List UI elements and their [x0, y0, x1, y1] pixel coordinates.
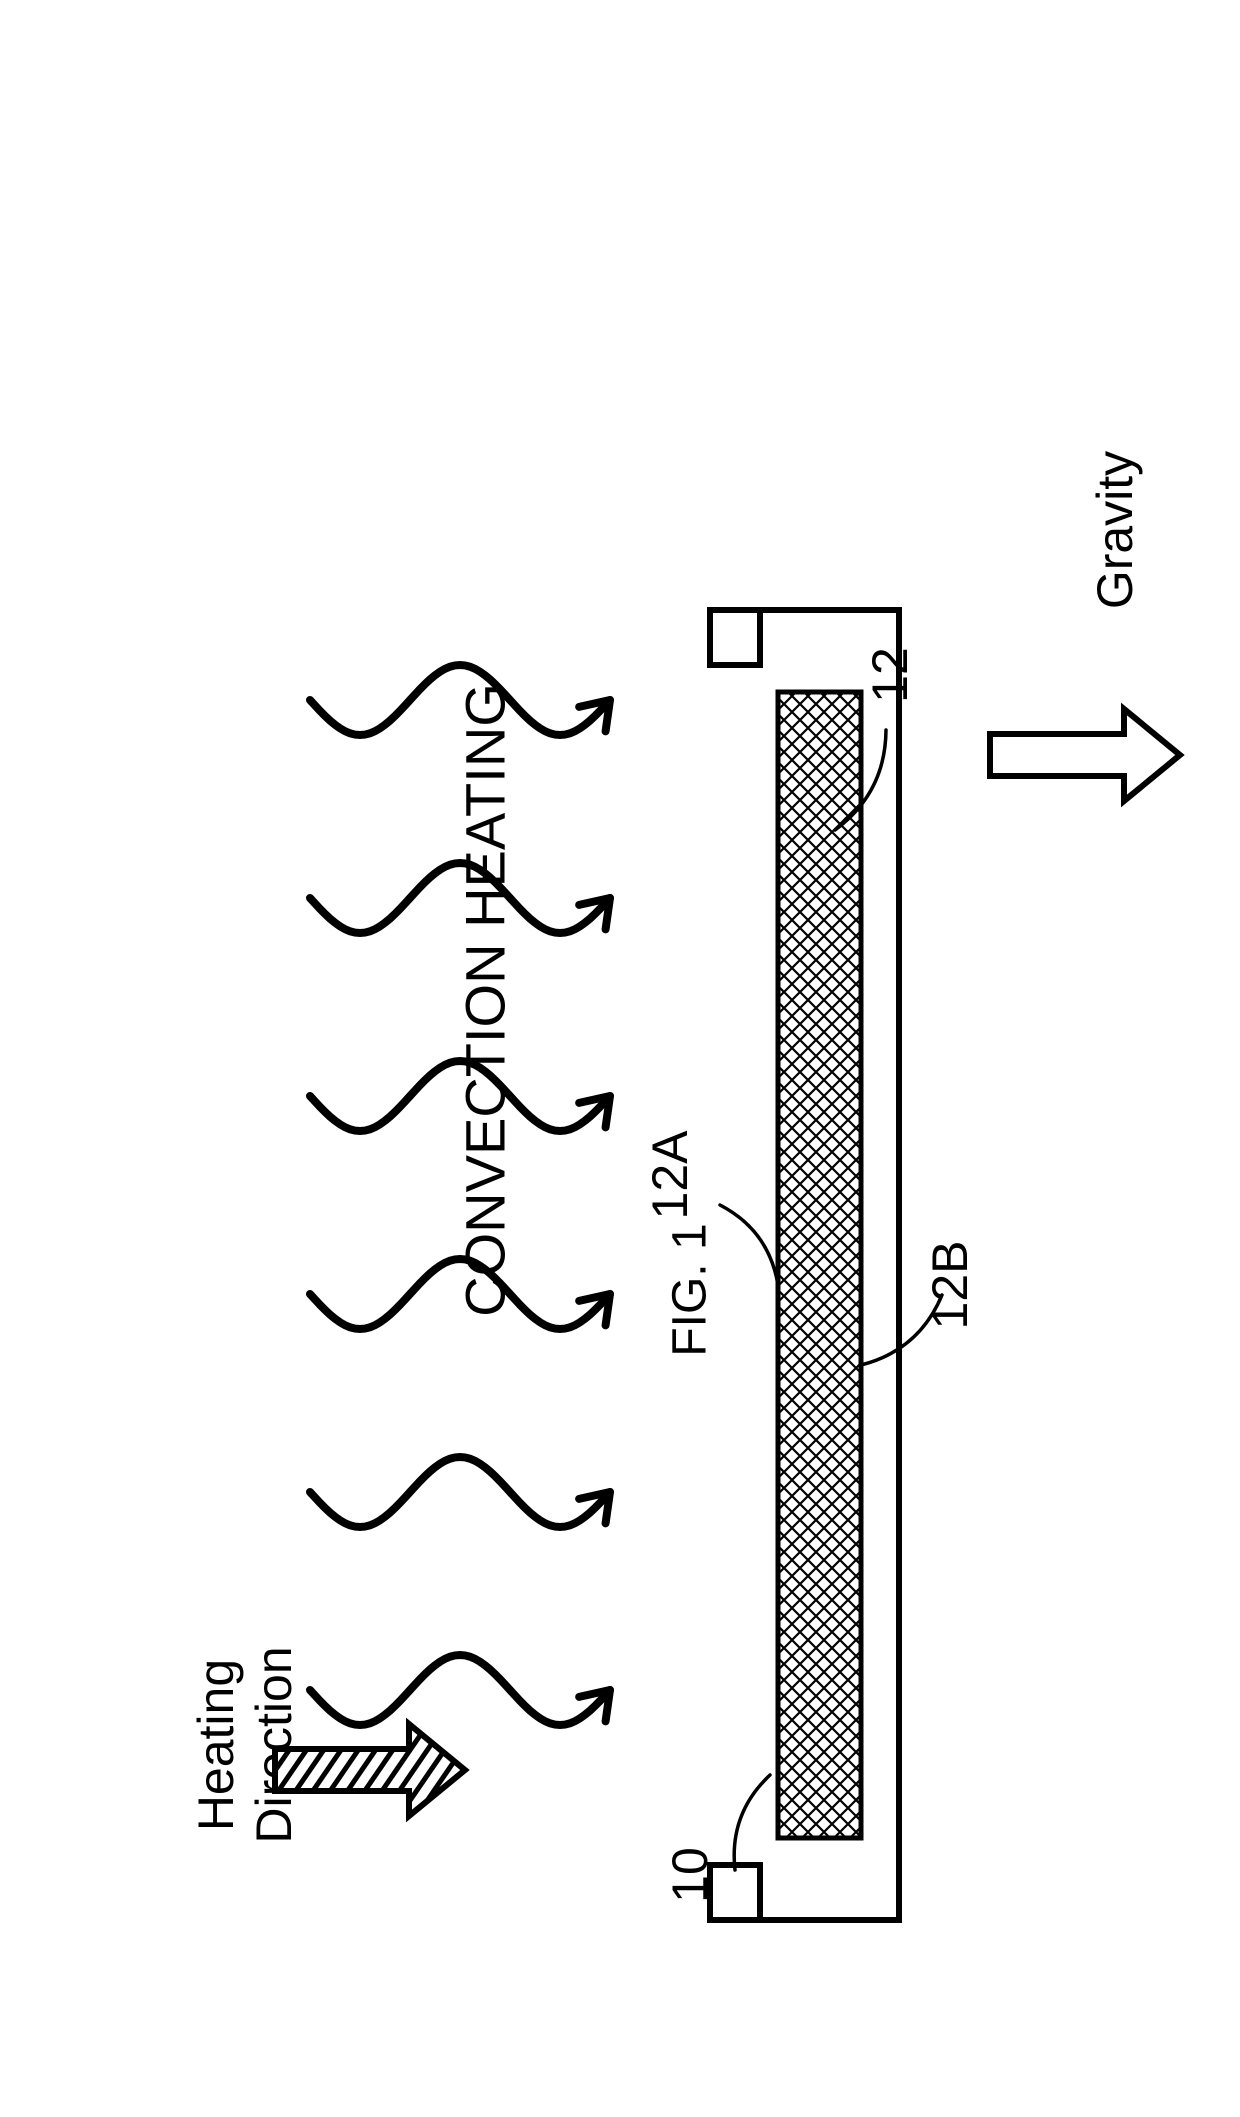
figure-stage: CONVECTION HEATING FIG. 1 Heating Direct… [0, 0, 1240, 2117]
drawing-svg [0, 0, 1240, 2117]
